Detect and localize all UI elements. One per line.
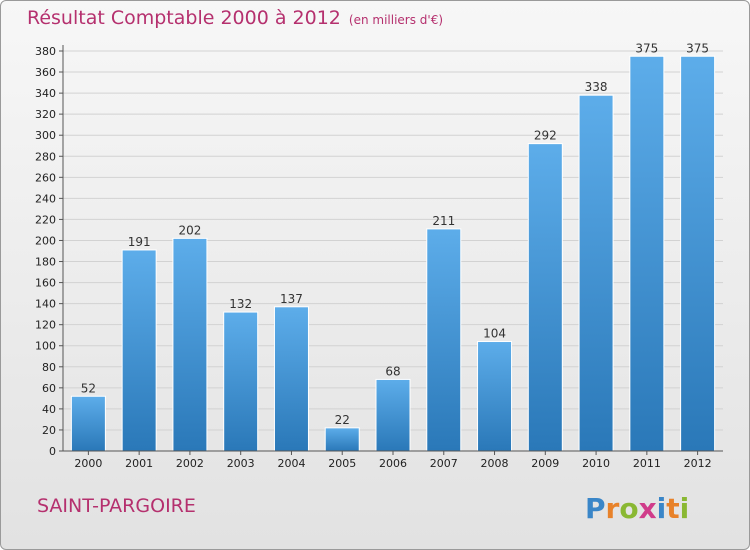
- x-tick-label: 2011: [633, 457, 661, 470]
- y-tick-label: 160: [35, 277, 56, 290]
- x-axis: 2000 2001 2002 2003 2004 2005 2006 2007 2008 2009…: [63, 450, 723, 470]
- x-tick-label: 2000: [74, 457, 102, 470]
- x-tick-label: 2012: [684, 457, 712, 470]
- x-tick-label: 2010: [582, 457, 610, 470]
- x-tick-label: 2007: [430, 457, 458, 470]
- x-tick-label: 2002: [176, 457, 204, 470]
- y-tick-label: 140: [35, 298, 56, 311]
- bar-2001: [121, 249, 157, 452]
- bar-2005: [324, 427, 360, 452]
- x-tick-label: 2008: [481, 457, 509, 470]
- bar-2004: [273, 306, 309, 452]
- x-tick-label: 2006: [379, 457, 407, 470]
- x-tick-label: 2005: [328, 457, 356, 470]
- y-tick-label: 20: [42, 424, 56, 437]
- y-tick-label: 280: [35, 150, 56, 163]
- x-tick-label: 2004: [277, 457, 305, 470]
- y-tick-label: 320: [35, 108, 56, 121]
- bar-2000: [70, 395, 106, 452]
- y-tick-label: 80: [42, 361, 56, 374]
- x-tick-label: 2009: [531, 457, 559, 470]
- data-label-2011: 375: [635, 41, 658, 55]
- y-tick-label: 180: [35, 256, 56, 269]
- y-tick-label: 60: [42, 382, 56, 395]
- bar-2010: [578, 94, 614, 452]
- data-label-2005: 22: [335, 413, 350, 427]
- y-tick-label: 300: [35, 129, 56, 142]
- chart-title: Résultat Comptable 2000 à 2012 (en millie…: [27, 7, 443, 29]
- y-tick-label: 360: [35, 66, 56, 79]
- bar-2012: [680, 55, 716, 452]
- data-label-2007: 211: [432, 214, 455, 228]
- bar-2011: [629, 55, 665, 452]
- data-label-2003: 132: [229, 297, 252, 311]
- x-tick-label: 2001: [125, 457, 153, 470]
- data-label-2012: 375: [686, 41, 709, 55]
- bar-2006: [375, 378, 411, 452]
- commune-name: SAINT-PARGOIRE: [37, 495, 196, 517]
- y-axis: 0 20 40 60 80 100 120 140 160 180 200 220 240 260 280 3…: [35, 45, 64, 458]
- y-tick-label: 220: [35, 213, 56, 226]
- y-tick-label: 120: [35, 319, 56, 332]
- data-label-2000: 52: [81, 381, 96, 395]
- x-tick-label: 2003: [227, 457, 255, 470]
- y-tick-label: 240: [35, 192, 56, 205]
- y-tick-label: 100: [35, 340, 56, 353]
- data-label-2010: 338: [585, 80, 608, 94]
- chart-title-main: Résultat Comptable 2000 à 2012: [27, 7, 341, 29]
- y-tick-label: 0: [49, 445, 56, 458]
- svg-text:Proxiti: Proxiti: [585, 492, 689, 525]
- y-tick-label: 260: [35, 171, 56, 184]
- data-label-2001: 191: [128, 235, 151, 249]
- bar-2002: [172, 237, 208, 452]
- y-tick-label: 40: [42, 403, 56, 416]
- bar-2003: [223, 311, 259, 452]
- proxiti-logo: Proxiti: [585, 492, 689, 525]
- data-label-2008: 104: [483, 327, 506, 341]
- y-tick-label: 340: [35, 87, 56, 100]
- chart-title-unit: (en milliers d'€): [348, 13, 444, 27]
- y-tick-label: 200: [35, 234, 56, 247]
- data-label-2006: 68: [385, 364, 400, 378]
- bar-2007: [426, 228, 462, 452]
- data-label-2009: 292: [534, 129, 557, 143]
- bar-2008: [477, 341, 513, 452]
- data-label-2004: 137: [280, 292, 303, 306]
- y-tick-label: 380: [35, 45, 56, 58]
- bar-2009: [527, 143, 563, 452]
- data-label-2002: 202: [178, 223, 201, 237]
